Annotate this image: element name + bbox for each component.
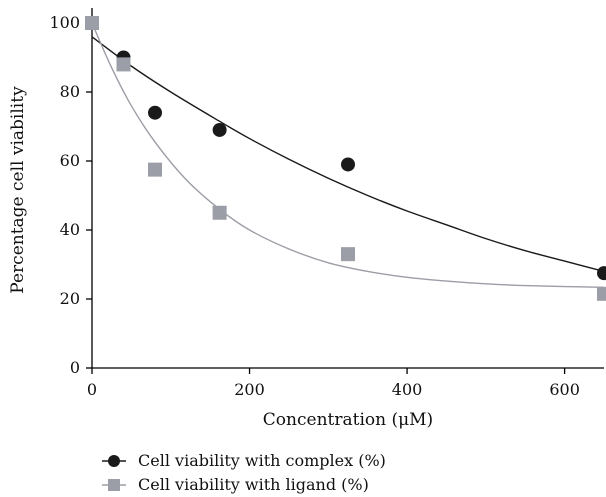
fit-curve-square xyxy=(91,22,605,288)
y-tick-label: 60 xyxy=(60,151,80,170)
ligand-data-point xyxy=(341,247,355,262)
y-axis-ticks: 0 20 40 60 80 100 xyxy=(49,13,92,377)
y-tick-label: 40 xyxy=(60,220,80,239)
legend-square-marker xyxy=(108,479,120,491)
complex-data-point xyxy=(341,157,355,172)
plot-area: 0 20 40 60 80 100 0 200 400 600 xyxy=(49,8,606,399)
ligand-data-point xyxy=(597,286,606,301)
x-tick-label: 400 xyxy=(392,380,423,399)
x-tick-label: 200 xyxy=(234,380,265,399)
ligand-data-point xyxy=(116,57,131,72)
x-tick-label: 600 xyxy=(549,380,580,399)
y-tick-label: 20 xyxy=(60,289,80,308)
y-axis-title: Percentage cell viability xyxy=(8,86,28,294)
x-axis-title: Concentration (μM) xyxy=(263,410,433,430)
fit-curves xyxy=(91,22,605,288)
legend: Cell viability with complex (%) Cell viab… xyxy=(102,451,386,494)
y-tick-label: 100 xyxy=(49,13,80,32)
complex-data-point xyxy=(148,105,163,120)
ligand-data-point xyxy=(85,16,99,30)
x-axis-ticks: 0 200 400 600 xyxy=(87,368,580,399)
legend-label: Cell viability with complex (%) xyxy=(138,451,386,470)
ligand-data-point xyxy=(212,205,227,220)
y-tick-label: 0 xyxy=(70,358,80,377)
legend-circle-marker xyxy=(108,455,120,467)
data-markers xyxy=(85,16,606,301)
x-tick-label: 0 xyxy=(87,380,97,399)
fit-curve-circle xyxy=(91,36,605,273)
legend-label: Cell viability with ligand (%) xyxy=(138,475,369,494)
y-tick-label: 80 xyxy=(60,82,80,101)
ligand-data-point xyxy=(148,162,163,177)
complex-data-point xyxy=(597,266,606,281)
complex-data-point xyxy=(212,122,227,137)
